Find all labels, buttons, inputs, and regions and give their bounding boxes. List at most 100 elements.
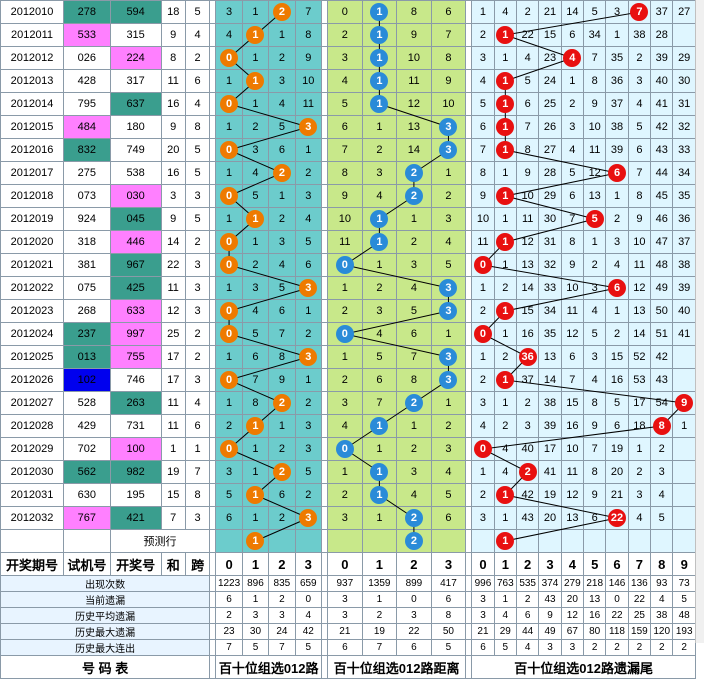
distance-cell: 7 <box>361 391 398 415</box>
distance-cell: 1 <box>361 437 398 461</box>
tail-cell: 15 <box>515 299 540 323</box>
route-cell: 1 <box>294 368 322 392</box>
tail-cell: 11 <box>560 460 585 484</box>
stats-row: 当前遗漏 6 1 2 0 3 1 0 6 3 1 2 43 20 13 0 22 4 5 <box>0 591 696 608</box>
tail-ball: 6 <box>608 279 627 297</box>
tail-cell: 10 <box>560 276 585 300</box>
stats-value: 30 <box>241 623 270 640</box>
tail-cell: 2 <box>471 483 495 507</box>
distance-cell: 3 <box>327 391 363 415</box>
period-cell: 2012022 <box>0 276 64 300</box>
draw-number-cell: 982 <box>109 460 162 484</box>
tail-cell <box>560 529 585 553</box>
tail-cell: 2 <box>583 253 607 277</box>
tail-cell: 34 <box>672 161 696 185</box>
tail-cell: 13 <box>560 506 585 530</box>
distance-cell: 3 <box>430 138 467 162</box>
distance-ball: 3 <box>439 371 458 389</box>
route-cell: 8 <box>241 391 270 415</box>
stats-value: 29 <box>493 623 517 640</box>
route-ball: 0 <box>220 256 239 274</box>
sum-cell: 9 <box>160 115 186 139</box>
route-ball: 0 <box>220 233 239 251</box>
stats-value: 3 <box>268 607 296 624</box>
tail-cell: 3 <box>471 506 495 530</box>
route-cell: 1 <box>268 23 296 47</box>
draw-number-cell: 263 <box>109 391 162 415</box>
tail-cell: 1 <box>493 506 517 530</box>
stats-value: 146 <box>605 575 629 592</box>
period-cell: 2012010 <box>0 0 64 24</box>
header-digit: 3 <box>294 552 322 576</box>
distance-cell: 1 <box>396 414 432 438</box>
tail-cell: 45 <box>650 184 674 208</box>
tail-cell: 39 <box>672 276 696 300</box>
tail-cell: 2 <box>650 437 674 461</box>
route-cell: 1 <box>215 276 243 300</box>
tail-cell: 3 <box>583 276 607 300</box>
tail-cell: 8 <box>560 230 585 254</box>
tail-cell: 3 <box>627 69 652 93</box>
tail-cell: 13 <box>515 253 540 277</box>
draw-number-cell: 180 <box>109 115 162 139</box>
distance-cell: 1 <box>361 253 398 277</box>
draw-number-cell: 997 <box>109 322 162 346</box>
route-cell: 7 <box>294 0 322 24</box>
header-digit: 2 <box>515 552 540 576</box>
tail-cell: 5 <box>605 391 629 415</box>
table-row: 2012028 429 731 11 6 2 1 1 3 4 1 1 2 4 2 3 39 16 9 6 18 8 1 <box>0 414 696 438</box>
route-cell: 3 <box>241 138 270 162</box>
trial-number-cell: 318 <box>62 230 111 254</box>
span-cell: 6 <box>184 69 211 93</box>
distance-cell: 3 <box>396 460 432 484</box>
tail-cell: 1 <box>471 460 495 484</box>
tail-cell: 4 <box>560 46 585 70</box>
draw-number-cell: 195 <box>109 483 162 507</box>
stats-value: 6 <box>430 591 467 608</box>
vertical-scrollbar[interactable] <box>695 0 704 643</box>
draw-number-cell: 749 <box>109 138 162 162</box>
table-row: 2012019 924 045 9 5 1 1 2 4 10 1 1 3 10 1 11 30 7 5 2 9 46 36 <box>0 207 696 231</box>
tail-cell: 9 <box>515 161 540 185</box>
tail-cell: 26 <box>538 115 562 139</box>
tail-ball: 1 <box>496 302 515 320</box>
stats-value: 3 <box>560 639 585 656</box>
tail-cell: 3 <box>605 230 629 254</box>
tail-cell: 15 <box>560 391 585 415</box>
route-ball: 0 <box>220 49 239 67</box>
trial-number-cell: 075 <box>62 276 111 300</box>
period-cell: 2012012 <box>0 46 64 70</box>
route-cell: 0 <box>215 92 243 116</box>
stats-value: 21 <box>327 623 363 640</box>
tail-cell <box>672 506 696 530</box>
tail-cell: 3 <box>627 483 652 507</box>
stats-value: 22 <box>605 607 629 624</box>
stats-label: 当前遗漏 <box>0 591 211 608</box>
span-cell: 7 <box>184 460 211 484</box>
table-row: 2012029 702 100 1 1 0 1 2 3 0 1 2 3 0 4 40 17 10 7 19 1 2 <box>0 437 696 461</box>
header-digit: 1 <box>241 552 270 576</box>
distance-cell: 8 <box>396 368 432 392</box>
route-cell: 3 <box>294 276 322 300</box>
tail-ball: 0 <box>473 440 492 458</box>
sum-cell: 9 <box>160 23 186 47</box>
route-ball: 0 <box>220 325 239 343</box>
distance-cell: 8 <box>396 0 432 24</box>
tail-cell: 17 <box>627 391 652 415</box>
draw-number-cell: 224 <box>109 46 162 70</box>
trial-number-cell <box>62 529 111 553</box>
tail-cell: 50 <box>650 299 674 323</box>
route-cell: 10 <box>294 69 322 93</box>
route-cell: 3 <box>294 184 322 208</box>
stats-value: 2 <box>268 591 296 608</box>
route-cell: 6 <box>294 253 322 277</box>
route-cell: 1 <box>241 92 270 116</box>
tail-cell: 6 <box>560 184 585 208</box>
tail-cell: 0 <box>471 437 495 461</box>
stats-label: 出现次数 <box>0 575 211 592</box>
distance-ball: 0 <box>335 325 354 343</box>
tail-cell: 12 <box>560 322 585 346</box>
distance-cell: 2 <box>327 23 363 47</box>
table-row: 2012032 767 421 7 3 6 1 2 3 3 1 2 6 3 1 43 20 13 6 22 4 5 <box>0 506 696 530</box>
tail-ball: 9 <box>675 394 694 412</box>
